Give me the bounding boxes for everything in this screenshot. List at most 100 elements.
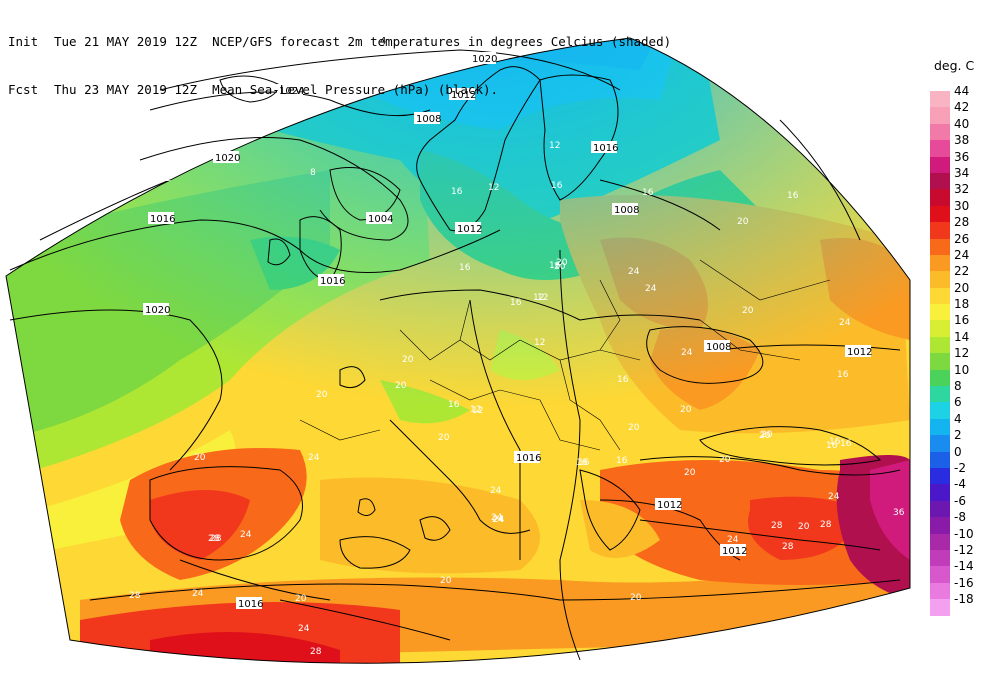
legend-label: -2 <box>954 460 966 475</box>
legend-swatch <box>930 336 950 354</box>
temp-label: 16 <box>549 261 561 271</box>
legend-label: 16 <box>954 313 970 328</box>
temp-label: 28 <box>310 647 322 657</box>
legend-label: 28 <box>954 215 970 230</box>
temp-label: 16 <box>510 298 522 308</box>
temp-label: 20 <box>684 468 696 478</box>
country-borders <box>299 259 831 451</box>
legend-swatch <box>930 467 950 485</box>
legend-label: 10 <box>954 362 970 377</box>
temp-label: 20 <box>440 576 452 586</box>
legend-swatch <box>930 287 950 305</box>
isobar-label: 1016 <box>514 451 541 464</box>
temp-label: 24 <box>727 535 739 545</box>
isobar-label: 1012 <box>720 544 747 557</box>
legend-swatch <box>930 156 950 173</box>
temp-label: 28 <box>208 534 220 544</box>
temp-label: 24 <box>308 453 320 463</box>
svg-text:1004: 1004 <box>368 214 393 225</box>
fcst-label: Fcst <box>8 82 39 97</box>
temp-label: 16 <box>578 458 590 468</box>
isobar-label: 1020 <box>143 303 170 316</box>
legend-label: 14 <box>954 329 970 344</box>
temp-label: 28 <box>129 591 141 601</box>
svg-text:1020: 1020 <box>472 54 497 65</box>
temp-label: 24 <box>839 318 851 328</box>
legend-label: 26 <box>954 231 970 246</box>
legend-label: 12 <box>954 346 970 361</box>
temp-label: 20 <box>761 430 773 440</box>
temp-label: 20 <box>556 258 568 268</box>
legend-title: deg. C <box>934 58 975 73</box>
legend-swatch <box>930 238 950 255</box>
isobar-label: 1008 <box>704 340 731 353</box>
svg-text:1016: 1016 <box>238 599 263 610</box>
legend-swatch <box>930 451 950 468</box>
temp-label: 24 <box>192 589 204 599</box>
temp-label: 24 <box>681 348 693 358</box>
legend-label: 6 <box>954 395 962 410</box>
temp-label: 4 <box>233 91 239 101</box>
temperature-label-group: 4 8 12 16 12 16 16 16 12 16 16 20 20 24 … <box>129 91 905 657</box>
legend-swatch <box>930 205 950 223</box>
svg-text:1020: 1020 <box>215 153 240 164</box>
legend-label: 4 <box>954 411 962 426</box>
isobar-label: 1020 <box>470 52 497 65</box>
temp-label: 24 <box>645 284 657 294</box>
legend-label: -6 <box>954 493 966 508</box>
temp-label: 12 <box>549 141 560 151</box>
temp-label: 24 <box>828 492 840 502</box>
header-line2: Mean Sea-Level Pressure (hPa) (black). <box>212 82 499 97</box>
temp-label: 28 <box>210 534 222 544</box>
svg-text:1012: 1012 <box>722 546 747 557</box>
temp-label: 20 <box>742 306 754 316</box>
legend-swatch <box>930 353 950 370</box>
temp-label: 12 <box>534 338 545 348</box>
legend-label: -12 <box>954 542 974 557</box>
temp-label: 12 <box>533 293 544 303</box>
temp-label: 16 <box>840 439 852 449</box>
svg-text:1012: 1012 <box>457 224 482 235</box>
legend-label: -10 <box>954 526 974 541</box>
temp-label: 24 <box>628 267 640 277</box>
legend-swatch <box>930 189 950 206</box>
legend-swatch <box>930 566 950 583</box>
legend-label: 40 <box>954 116 970 131</box>
isobar-label: 1012 <box>449 88 476 101</box>
svg-text:1016: 1016 <box>593 143 618 154</box>
isobar-label: 1024 <box>277 84 304 97</box>
legend-swatch <box>930 369 950 387</box>
init-row: Init Tue 21 MAY 2019 12Z NCEP/GFS forecas… <box>8 34 671 50</box>
isobar-label: 1016 <box>318 274 345 287</box>
legend-swatch <box>930 533 950 550</box>
legend-label: 38 <box>954 133 970 148</box>
temp-label: 20 <box>438 433 450 443</box>
legend-label: 32 <box>954 182 970 197</box>
temp-label: 12 <box>537 293 548 303</box>
svg-text:1024: 1024 <box>279 86 304 97</box>
isobar-label: 1016 <box>591 141 618 154</box>
header-line1: NCEP/GFS forecast 2m temperatures in deg… <box>212 34 672 49</box>
temp-label: 16 <box>826 441 838 451</box>
temp-label: 16 <box>616 456 628 466</box>
temp-label: 12 <box>488 183 499 193</box>
svg-text:1008: 1008 <box>706 342 731 353</box>
svg-text:1020: 1020 <box>145 305 170 316</box>
legend-label: 22 <box>954 264 970 279</box>
temp-label: 16 <box>837 370 849 380</box>
temp-label: 20 <box>402 355 414 365</box>
legend-swatch <box>930 107 950 124</box>
legend-label: -14 <box>954 559 974 574</box>
isobars <box>9 49 901 661</box>
legend-swatch <box>930 320 950 337</box>
legend-swatch <box>930 500 950 518</box>
svg-text:1012: 1012 <box>657 500 682 511</box>
fcst-value: Thu 23 MAY 2019 12Z <box>54 82 197 97</box>
svg-text:1008: 1008 <box>614 205 639 216</box>
isobar-label: 1008 <box>612 203 639 216</box>
temp-label: 16 <box>787 191 799 201</box>
temp-label: 16 <box>617 375 629 385</box>
svg-text:1016: 1016 <box>516 453 541 464</box>
init-label: Init <box>8 34 39 49</box>
temp-label: 20 <box>719 455 731 465</box>
